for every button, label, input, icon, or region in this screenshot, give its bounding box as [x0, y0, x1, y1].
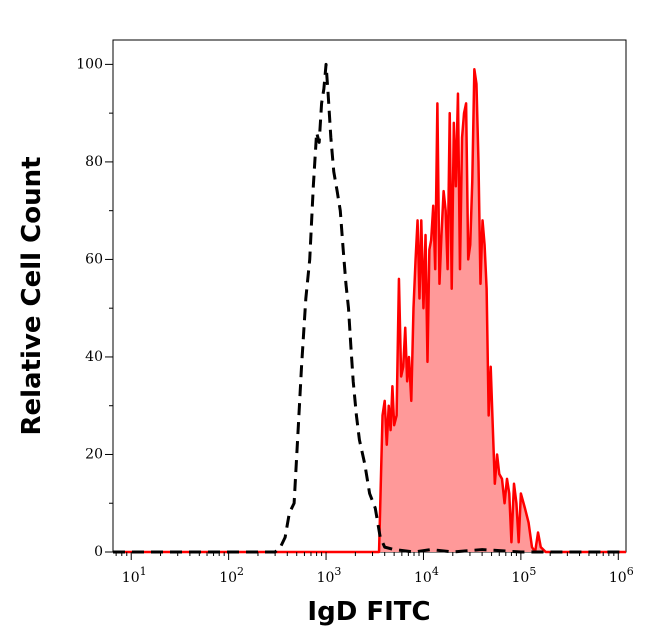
series-1-line [113, 68, 626, 554]
x-axis-title: IgD FITC [307, 597, 430, 627]
x-tick-label: 103 [317, 565, 342, 586]
y-axis: 0 20 40 60 80 100 [76, 56, 113, 560]
series-0-line [113, 62, 626, 554]
x-axis: 101 102 103 104 105 106 [115, 552, 634, 586]
x-tick-label: 102 [219, 565, 244, 586]
x-tick-label: 104 [414, 565, 439, 586]
x-tick-label: 106 [609, 565, 634, 586]
y-tick-label: 40 [85, 349, 103, 365]
y-tick-label: 0 [94, 544, 103, 560]
x-tick-label: 105 [512, 565, 537, 586]
y-tick-label: 80 [85, 154, 103, 170]
y-tick-label: 100 [76, 56, 103, 72]
x-tick-label: 101 [122, 565, 147, 586]
y-axis-title: Relative Cell Count [17, 156, 47, 435]
series-layer [113, 62, 626, 554]
y-tick-label: 60 [85, 251, 103, 267]
y-tick-label: 20 [85, 446, 103, 462]
series-1-area [113, 69, 626, 552]
plot-frame [112, 39, 627, 553]
